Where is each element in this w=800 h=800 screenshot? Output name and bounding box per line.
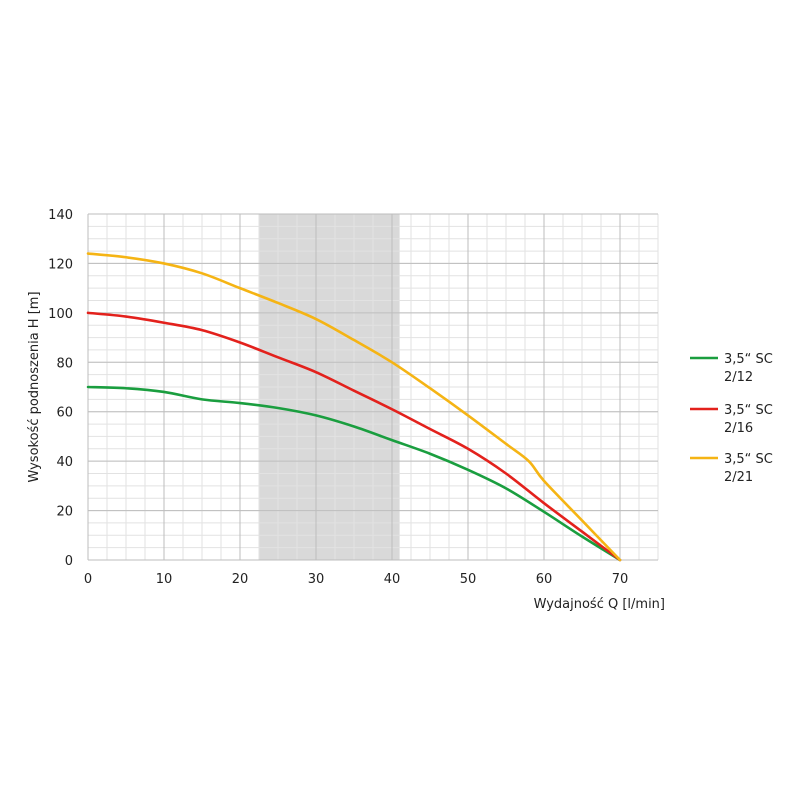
- y-tick-label: 0: [65, 554, 73, 569]
- x-tick-labels: 0 10 20 30 40 50 60 70: [84, 572, 628, 587]
- legend-label: 3,5“ SC 2/12: [724, 352, 773, 385]
- x-tick-label: 10: [156, 572, 173, 587]
- y-tick-label: 60: [56, 406, 73, 421]
- series-line-3: [86, 252, 622, 562]
- series-lines: [86, 252, 622, 562]
- y-tick-label: 120: [48, 257, 73, 272]
- y-tick-label: 80: [56, 356, 73, 371]
- legend: 3,5“ SC 2/12 3,5“ SC 2/16 3,5“ SC 2/21: [690, 352, 773, 485]
- x-tick-label: 60: [536, 572, 553, 587]
- x-axis-label: Wydajność Q [l/min]: [534, 597, 665, 612]
- y-tick-labels: 0 20 40 60 80 100 120 140: [48, 208, 73, 569]
- series-line-1: [86, 385, 622, 562]
- major-grid: [87, 213, 658, 561]
- legend-label: 3,5“ SC 2/16: [724, 403, 773, 436]
- y-tick-label: 40: [56, 455, 73, 470]
- x-tick-label: 30: [308, 572, 325, 587]
- series-line-2: [86, 311, 622, 562]
- y-tick-label: 100: [48, 307, 73, 322]
- x-tick-label: 50: [460, 572, 477, 587]
- x-tick-label: 40: [384, 572, 401, 587]
- y-axis-label: Wysokość podnoszenia H [m]: [27, 291, 42, 482]
- x-tick-label: 70: [612, 572, 629, 587]
- x-tick-label: 20: [232, 572, 249, 587]
- x-tick-label: 0: [84, 572, 92, 587]
- legend-label: 3,5“ SC 2/21: [724, 452, 773, 485]
- y-tick-label: 140: [48, 208, 73, 223]
- y-tick-label: 20: [56, 505, 73, 520]
